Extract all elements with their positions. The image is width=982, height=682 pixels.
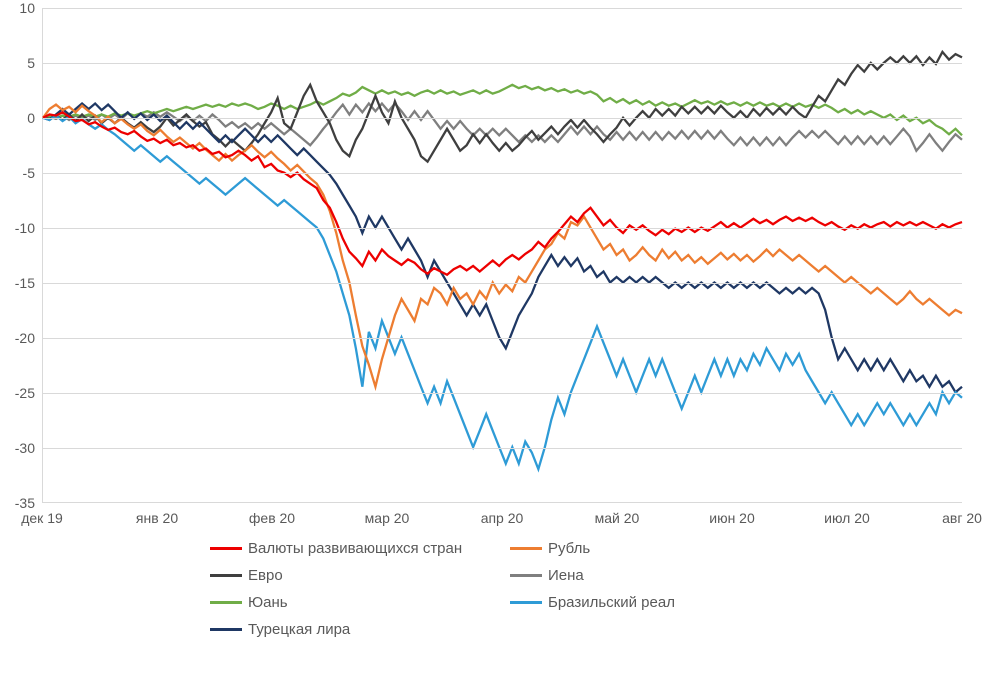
x-tick-label: июн 20 bbox=[709, 510, 755, 526]
legend-item: Валюты развивающихся стран bbox=[210, 540, 510, 557]
legend-item: Турецкая лира bbox=[210, 621, 510, 638]
x-tick-label: мар 20 bbox=[365, 510, 410, 526]
y-tick-label: 5 bbox=[5, 55, 35, 71]
series-line-euro bbox=[43, 52, 962, 162]
x-tick-label: авг 20 bbox=[942, 510, 982, 526]
y-tick-label: -20 bbox=[5, 330, 35, 346]
gridline bbox=[43, 228, 962, 229]
legend: Валюты развивающихся стран Рубль Евро Иена Ю… bbox=[210, 540, 810, 648]
series-line-brl bbox=[43, 116, 962, 469]
legend-swatch bbox=[210, 574, 242, 577]
legend-item: Бразильский реал bbox=[510, 594, 810, 611]
series-line-emerging bbox=[43, 112, 962, 274]
y-tick-label: -15 bbox=[5, 275, 35, 291]
legend-swatch bbox=[210, 601, 242, 604]
x-tick-label: фев 20 bbox=[249, 510, 295, 526]
legend-label: Турецкая лира bbox=[248, 621, 350, 638]
y-tick-label: -5 bbox=[5, 165, 35, 181]
legend-item: Юань bbox=[210, 594, 510, 611]
gridline bbox=[43, 173, 962, 174]
y-tick-label: -35 bbox=[5, 495, 35, 511]
gridline bbox=[43, 63, 962, 64]
legend-label: Юань bbox=[248, 594, 288, 611]
gridline bbox=[43, 118, 962, 119]
y-tick-label: -25 bbox=[5, 385, 35, 401]
gridline bbox=[43, 283, 962, 284]
plot-area bbox=[42, 8, 962, 503]
legend-swatch bbox=[510, 574, 542, 577]
y-tick-label: 10 bbox=[5, 0, 35, 16]
gridline bbox=[43, 338, 962, 339]
currency-chart: Валюты развивающихся стран Рубль Евро Иена Ю… bbox=[0, 0, 982, 682]
legend-swatch bbox=[210, 547, 242, 550]
x-tick-label: апр 20 bbox=[481, 510, 524, 526]
legend-swatch bbox=[210, 628, 242, 631]
legend-item: Рубль bbox=[510, 540, 810, 557]
y-tick-label: 0 bbox=[5, 110, 35, 126]
gridline bbox=[43, 393, 962, 394]
x-tick-label: июл 20 bbox=[824, 510, 870, 526]
legend-item: Евро bbox=[210, 567, 510, 584]
legend-swatch bbox=[510, 547, 542, 550]
x-tick-label: май 20 bbox=[595, 510, 640, 526]
legend-label: Бразильский реал bbox=[548, 594, 675, 611]
legend-label: Валюты развивающихся стран bbox=[248, 540, 462, 557]
x-tick-label: янв 20 bbox=[136, 510, 178, 526]
legend-swatch bbox=[510, 601, 542, 604]
legend-label: Евро bbox=[248, 567, 283, 584]
y-tick-label: -10 bbox=[5, 220, 35, 236]
x-tick-label: дек 19 bbox=[21, 510, 63, 526]
y-tick-label: -30 bbox=[5, 440, 35, 456]
legend-label: Иена bbox=[548, 567, 584, 584]
chart-lines bbox=[43, 8, 962, 502]
legend-item: Иена bbox=[510, 567, 810, 584]
legend-label: Рубль bbox=[548, 540, 590, 557]
gridline bbox=[43, 448, 962, 449]
gridline bbox=[43, 8, 962, 9]
